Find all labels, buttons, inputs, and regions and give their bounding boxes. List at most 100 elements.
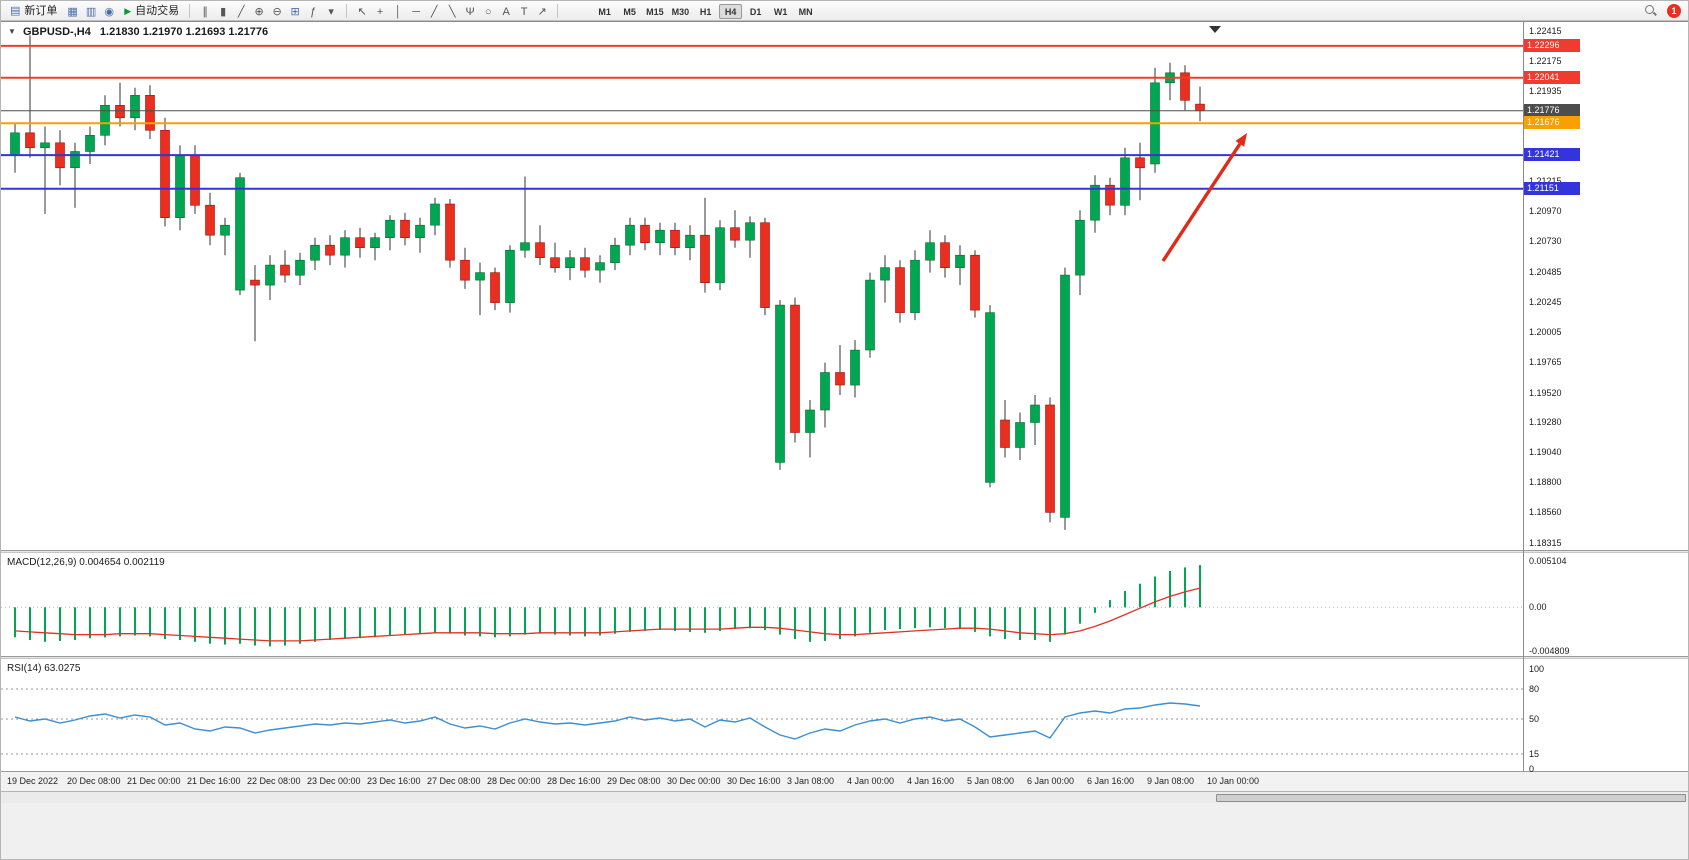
rsi-indicator-title: RSI(14) 63.0275 [7,663,81,674]
price-axis-tick: 1.19520 [1529,388,1562,398]
chart-shift-marker[interactable] [1209,26,1221,33]
bear-candle [835,372,845,386]
bull-candle [505,249,515,303]
bear-candle [115,105,125,119]
bear-candle [190,155,200,206]
rsi-canvas[interactable] [1,659,1689,771]
crosshair-icon[interactable]: + [371,4,389,20]
zoom-in-icon[interactable]: ⊕ [250,4,268,20]
price-axis-tick: 1.18315 [1529,538,1562,548]
cursor-icon[interactable]: ↖ [353,4,371,20]
rsi-axis-tick: 50 [1529,714,1540,724]
bear-candle [1105,184,1115,206]
price-axis-tick: 1.22415 [1529,26,1562,36]
bear-candle [1195,103,1205,112]
timeframe-d1[interactable]: D1 [744,4,767,19]
bear-candle [325,244,335,256]
price-axis-tick: 1.20485 [1529,267,1562,277]
pitchfork-icon[interactable]: Ψ [461,4,479,20]
market-watch-icon[interactable]: ▥ [82,4,100,20]
timeframe-h1[interactable]: H1 [694,4,717,19]
timeframe-m30[interactable]: M30 [669,4,693,19]
new-order-button[interactable]: ▤ 新订单 [6,3,61,19]
bear-candle [355,237,365,248]
timeframe-h4[interactable]: H4 [719,4,743,19]
time-axis-label: 19 Dec 2022 [7,776,59,786]
channel-icon[interactable]: ╲ [443,4,461,20]
bull-candle [625,224,635,246]
bull-candle [175,155,185,219]
trendline-icon[interactable]: ╱ [425,4,443,20]
time-axis-label: 28 Dec 00:00 [487,776,541,786]
toolbar-separator [557,3,559,18]
price-axis-tick: 1.18560 [1529,507,1562,517]
bull-candle [985,312,995,483]
price-axis-tick: 1.21215 [1529,176,1562,186]
horizontal-scrollbar[interactable] [1,791,1688,803]
time-axis-label: 23 Dec 16:00 [367,776,421,786]
rsi-panel[interactable] [1,659,1688,771]
price-axis[interactable]: 1.22415 1.22175 1.21935 1.21215 1.20970 1.207… [1523,21,1688,550]
scrollbar-thumb[interactable] [1216,794,1686,802]
text-icon[interactable]: A [497,4,515,20]
bear-candle [790,304,800,433]
autotrading-button[interactable]: ▶ 自动交易 [120,3,183,19]
line-chart-icon[interactable]: ╱ [232,4,250,20]
candlestick-chart-icon[interactable]: ▮ [214,4,232,20]
time-axis[interactable]: 19 Dec 2022 20 Dec 08:00 21 Dec 00:00 21 De… [1,771,1688,791]
panel-divider[interactable] [1,656,1688,659]
autotrading-label: 自动交易 [135,4,180,17]
autotrading-play-icon: ▶ [124,5,132,16]
bear-candle [580,257,590,271]
charts-window-icon[interactable]: ▦ [63,4,81,20]
macd-panel[interactable] [1,553,1688,656]
shapes-icon[interactable]: ○ [479,4,497,20]
timeframe-m1[interactable]: M1 [593,4,616,19]
bear-candle [400,219,410,238]
toolbar-separator [346,3,348,18]
vertical-line-icon[interactable]: │ [389,4,407,20]
price-axis-tick: 1.18800 [1529,477,1562,487]
bear-candle [25,132,35,149]
arrows-icon[interactable]: ↗ [533,4,551,20]
trend-arrow-annotation[interactable] [1161,142,1242,262]
price-chart-panel[interactable] [1,21,1688,550]
chart-tools-group: ∥ ▮ ╱ ⊕ ⊖ ⊞ ƒ ▾ [196,2,340,20]
bull-candle [565,257,575,268]
bear-candle [1000,419,1010,448]
bull-candle [1030,404,1040,423]
periods-dropdown-icon[interactable]: ▾ [322,4,340,20]
macd-canvas[interactable] [1,553,1689,656]
zoom-out-icon[interactable]: ⊖ [268,4,286,20]
timeframe-m15[interactable]: M15 [643,4,667,19]
timeframe-mn[interactable]: MN [794,4,817,19]
bull-candle [385,219,395,238]
bull-candle [430,203,440,226]
bear-candle [490,272,500,303]
one-click-trading-toggle[interactable]: ▼ [8,27,16,36]
time-axis-label: 9 Jan 08:00 [1147,776,1195,786]
time-axis-label: 27 Dec 08:00 [427,776,481,786]
notification-badge[interactable]: 1 [1667,3,1681,18]
bull-candle [295,259,305,276]
bull-candle [820,372,830,411]
tile-windows-icon[interactable]: ⊞ [286,4,304,20]
bull-candle [880,267,890,281]
indicators-icon[interactable]: ƒ [304,4,322,20]
bar-chart-icon[interactable]: ∥ [196,4,214,20]
bull-candle [40,142,50,149]
bear-candle [145,95,155,131]
label-icon[interactable]: T [515,4,533,20]
rsi-axis-tick: 15 [1529,749,1540,759]
search-icon[interactable] [1644,4,1657,17]
horizontal-line-icon[interactable]: ─ [407,4,425,20]
timeframe-w1[interactable]: W1 [769,4,792,19]
time-axis-label: 21 Dec 00:00 [127,776,181,786]
data-window-icon[interactable]: ◉ [100,4,118,20]
timeframe-m5[interactable]: M5 [618,4,641,19]
time-axis-label: 6 Jan 16:00 [1087,776,1135,786]
panel-divider[interactable] [1,550,1688,553]
time-axis-label: 20 Dec 08:00 [67,776,121,786]
price-chart-canvas[interactable] [1,21,1689,550]
